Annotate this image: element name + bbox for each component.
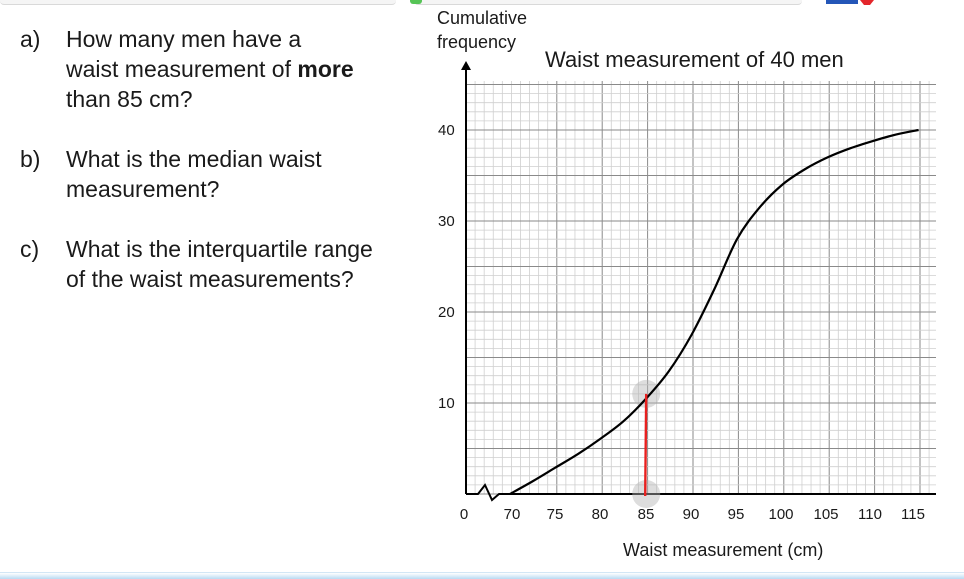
question-line: waist measurement of more bbox=[66, 54, 354, 84]
y-tick-label: 20 bbox=[438, 304, 455, 321]
question-segment: than 85 cm? bbox=[66, 86, 193, 112]
x-tick-label: 80 bbox=[592, 506, 609, 523]
x-tick-label: 75 bbox=[547, 506, 564, 523]
y-tick-label: 40 bbox=[438, 122, 455, 139]
question-line: How many men have a bbox=[66, 24, 354, 54]
x-tick-label: 95 bbox=[728, 506, 745, 523]
x-tick-label: 100 bbox=[768, 506, 793, 523]
question-segment: What is the median waist bbox=[66, 146, 322, 172]
green-tab-icon bbox=[410, 0, 422, 4]
question-letter: b) bbox=[20, 146, 41, 172]
question-text: How many men have a waist measurement of … bbox=[66, 24, 354, 114]
x-axis-label: Waist measurement (cm) bbox=[623, 540, 823, 560]
red-reading-line bbox=[644, 393, 648, 497]
bottom-bar bbox=[0, 572, 964, 579]
y-axis-label: Cumulative bbox=[437, 8, 527, 28]
y-axis-arrow-icon bbox=[461, 61, 471, 70]
question-line: measurement? bbox=[66, 174, 322, 204]
y-tick-label: 10 bbox=[438, 395, 455, 412]
x-axis bbox=[466, 483, 936, 502]
emphasis-text: more bbox=[297, 56, 354, 82]
question-line: What is the median waist bbox=[66, 144, 322, 174]
question-line: than 85 cm? bbox=[66, 84, 354, 114]
question-line: What is the interquartile range bbox=[66, 234, 373, 264]
question-segment: How many men have a bbox=[66, 26, 302, 52]
y-axis-label: frequency bbox=[437, 32, 516, 52]
question-segment: measurement? bbox=[66, 176, 220, 202]
x-tick-label: 90 bbox=[683, 506, 700, 523]
question-text: What is the median waist measurement? bbox=[66, 144, 322, 204]
chart-grid bbox=[465, 81, 936, 495]
question-line: of the waist measurements? bbox=[66, 264, 373, 294]
x-tick-label: 70 bbox=[504, 506, 521, 523]
question-letter: c) bbox=[20, 236, 40, 262]
x-tick-label: 105 bbox=[813, 506, 838, 523]
question-text: What is the interquartile range of the wa… bbox=[66, 234, 373, 294]
question-segment: waist measurement of bbox=[66, 56, 298, 82]
top-panel-edge-right bbox=[414, 0, 802, 5]
cumulative-frequency-curve bbox=[509, 128, 919, 495]
chart-title: Waist measurement of 40 men bbox=[545, 47, 844, 72]
top-panel-edge-left bbox=[0, 0, 396, 5]
x-tick-label: 115 bbox=[901, 506, 925, 523]
x-tick-label: 85 bbox=[638, 506, 655, 523]
question-segment: What is the interquartile range bbox=[66, 236, 373, 262]
x-tick-label: 0 bbox=[460, 506, 468, 523]
corner-logo-icon bbox=[826, 0, 874, 5]
question-letter: a) bbox=[20, 26, 41, 52]
y-tick-label: 30 bbox=[438, 213, 455, 230]
question-segment: of the waist measurements? bbox=[66, 266, 354, 292]
x-tick-label: 110 bbox=[858, 506, 882, 523]
